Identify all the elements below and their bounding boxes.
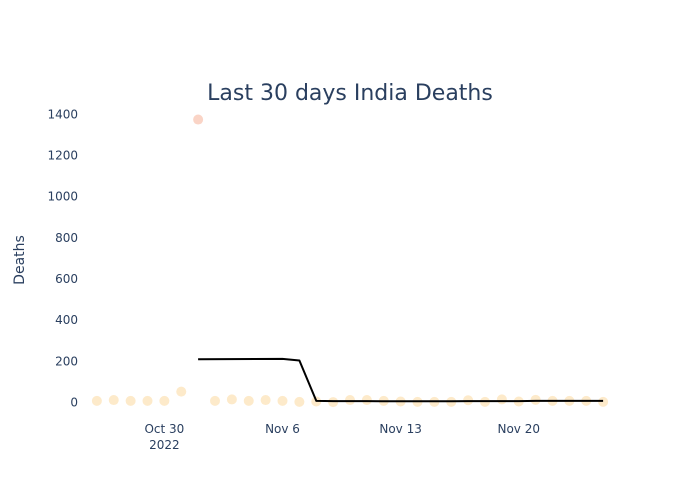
data-point <box>108 395 119 406</box>
data-point <box>345 395 355 406</box>
y-tick-label: 600 <box>55 272 78 286</box>
y-tick-label: 800 <box>55 231 78 245</box>
y-axis-ticks: 0 200 400 600 800 1000 1200 1400 <box>47 107 78 409</box>
x-tick-sublabel: 2022 <box>149 438 180 452</box>
data-point <box>598 396 609 407</box>
chart-title: Last 30 days India Deaths <box>207 81 493 106</box>
x-axis-ticks: Oct 30 2022 Nov 6 Nov 13 Nov 20 <box>144 422 540 452</box>
data-point <box>496 394 507 405</box>
x-tick-label: Oct 30 <box>144 422 184 436</box>
data-point <box>294 396 305 407</box>
data-point <box>530 394 541 405</box>
data-point <box>226 394 237 405</box>
daily-deaths-markers <box>91 114 609 408</box>
y-tick-label: 1400 <box>47 107 78 121</box>
y-tick-label: 400 <box>55 313 78 327</box>
data-point <box>193 114 204 125</box>
data-point <box>159 395 170 406</box>
data-point <box>142 395 153 406</box>
data-point <box>210 395 220 406</box>
y-tick-label: 0 <box>70 396 78 410</box>
data-point <box>277 395 288 406</box>
y-tick-label: 1200 <box>47 149 78 163</box>
x-tick-label: Nov 13 <box>379 422 422 436</box>
x-tick-label: Nov 20 <box>497 422 540 436</box>
data-point <box>176 386 187 397</box>
data-point <box>361 395 372 406</box>
x-tick-label: Nov 6 <box>265 422 300 436</box>
trend-line-group <box>198 357 604 403</box>
y-tick-label: 1000 <box>47 190 78 204</box>
data-point <box>243 395 254 406</box>
y-axis-label: Deaths <box>12 235 28 285</box>
data-point <box>125 395 136 406</box>
trend-line <box>198 357 604 403</box>
y-tick-label: 200 <box>55 354 78 368</box>
data-point <box>260 395 271 406</box>
data-point <box>91 395 102 406</box>
